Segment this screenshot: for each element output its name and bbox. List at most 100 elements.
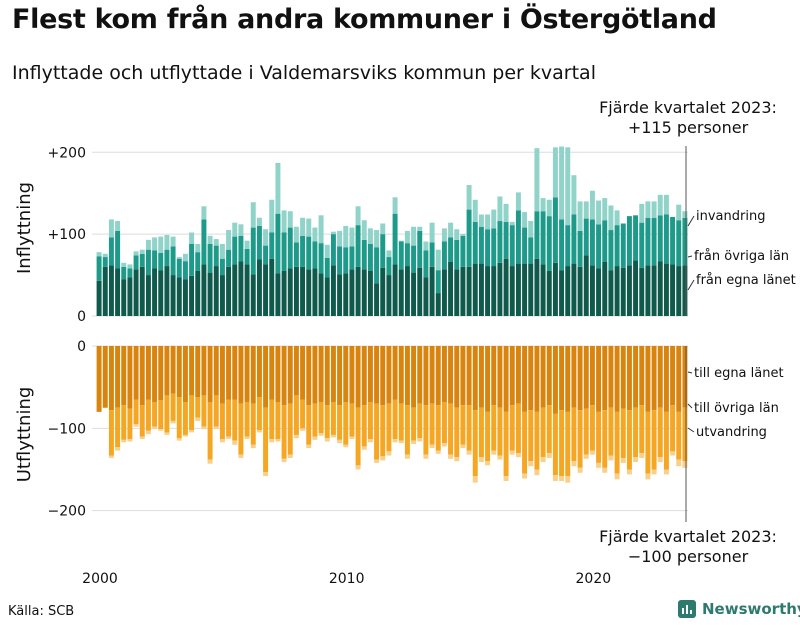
outflow-bar <box>503 411 509 477</box>
inflow-bar <box>441 228 447 242</box>
outflow-bar <box>559 346 565 411</box>
inflow-bar <box>355 206 361 226</box>
outflow-bar <box>485 346 491 412</box>
outflow-bar <box>374 459 380 463</box>
outflow-bar <box>170 346 176 394</box>
inflow-bar <box>571 175 577 215</box>
outflow-bar <box>349 346 355 404</box>
inflow-bar <box>102 266 108 316</box>
outflow-bar <box>417 346 423 404</box>
inflow-bar <box>343 247 349 274</box>
inflow-bar <box>145 275 151 316</box>
inflow-bar <box>374 283 380 316</box>
inflow-bar <box>478 214 484 227</box>
outflow-bar <box>306 346 312 406</box>
outflow-bar <box>343 401 349 445</box>
inflow-bar <box>441 269 447 316</box>
inflow-bar <box>546 270 552 316</box>
inflow-bar <box>367 270 373 316</box>
outflow-bar <box>663 411 669 470</box>
inflow-bar <box>164 266 170 316</box>
inflow-bar <box>374 230 380 248</box>
y-axis-title-outflow: Utflyttning <box>14 387 35 483</box>
y-tick-label: 0 <box>77 309 86 325</box>
inflow-bar <box>108 219 114 238</box>
inflow-bar <box>318 243 324 274</box>
outflow-bar <box>201 346 207 396</box>
outflow-bar <box>614 346 620 412</box>
outflow-bar <box>232 346 238 400</box>
inflow-bar <box>398 269 404 316</box>
outflow-bar <box>589 346 595 406</box>
outflow-bar <box>448 403 454 455</box>
inflow-bar <box>96 252 102 257</box>
outflow-bar <box>207 346 213 402</box>
outflow-bar <box>213 346 219 396</box>
outflow-bar <box>583 346 589 409</box>
outflow-bar <box>639 453 645 458</box>
outflow-bar <box>441 443 447 447</box>
inflow-bar <box>189 232 195 244</box>
inflow-bar <box>503 221 509 259</box>
inflow-bar <box>478 263 484 316</box>
outflow-bar <box>454 457 460 462</box>
inflow-bar <box>226 266 232 316</box>
outflow-bar <box>380 456 386 461</box>
inflow-bar <box>300 266 306 316</box>
inflow-bar <box>559 146 565 220</box>
inflow-bar <box>189 275 195 316</box>
x-tick-label: 2000 <box>82 571 118 587</box>
inflow-bar <box>133 251 139 256</box>
outflow-bar <box>626 469 632 475</box>
outflow-bar <box>189 346 195 396</box>
outflow-bar <box>663 346 669 412</box>
inflow-bar <box>349 246 355 270</box>
outflow-bar <box>293 346 299 396</box>
chart-subtitle: Inflyttade och utflyttade i Valdemarsvik… <box>12 62 596 84</box>
axes: 0 +100 +200 0 −100 −200 Inflyttning Utflyttning… <box>14 145 687 587</box>
outflow-bar <box>349 403 355 437</box>
inflow-bar <box>164 234 170 250</box>
inflow-bar <box>435 270 441 294</box>
outflow-bar <box>466 450 472 455</box>
outflow-bar <box>454 407 460 458</box>
outflow-bar <box>281 405 287 459</box>
inflow-bar <box>324 257 330 278</box>
inflow-bar <box>139 253 145 267</box>
inflow-bar <box>602 261 608 316</box>
brand-name: Newsworthy <box>702 600 800 618</box>
inflow-bar <box>133 269 139 316</box>
inflow-bar <box>232 222 238 237</box>
inflow-bar <box>374 247 380 284</box>
inflow-bar <box>349 269 355 316</box>
outflow-bar <box>460 405 466 445</box>
inflow-bar <box>540 264 546 316</box>
inflow-bar <box>522 212 528 228</box>
inflow-bar <box>170 275 176 316</box>
inflow-bar <box>355 266 361 316</box>
inflow-bar <box>657 261 663 316</box>
inflow-bar <box>337 230 343 247</box>
outflow-bar <box>361 446 367 450</box>
outflow-bar <box>115 447 121 451</box>
outflow-bar <box>509 346 515 406</box>
inflow-bar <box>534 258 540 316</box>
outflow-bar <box>503 476 509 482</box>
inflow-bar <box>121 279 127 316</box>
inflow-bar <box>608 205 614 231</box>
outflow-bar <box>528 410 534 462</box>
inflow-bar <box>392 197 398 214</box>
outflow-bar <box>176 438 182 441</box>
inflow-bar <box>435 249 441 271</box>
outflow-bar <box>386 346 392 404</box>
outflow-bar <box>300 399 306 429</box>
outflow-bar <box>565 476 571 483</box>
inflow-bar <box>195 252 201 271</box>
outflow-bar <box>663 469 669 475</box>
outflow-bar <box>232 399 238 441</box>
outflow-bar <box>497 346 503 408</box>
inflow-bar <box>639 267 645 316</box>
inflow-bar <box>559 219 565 271</box>
outflow-bar <box>152 346 158 402</box>
inflow-bar <box>682 265 688 316</box>
